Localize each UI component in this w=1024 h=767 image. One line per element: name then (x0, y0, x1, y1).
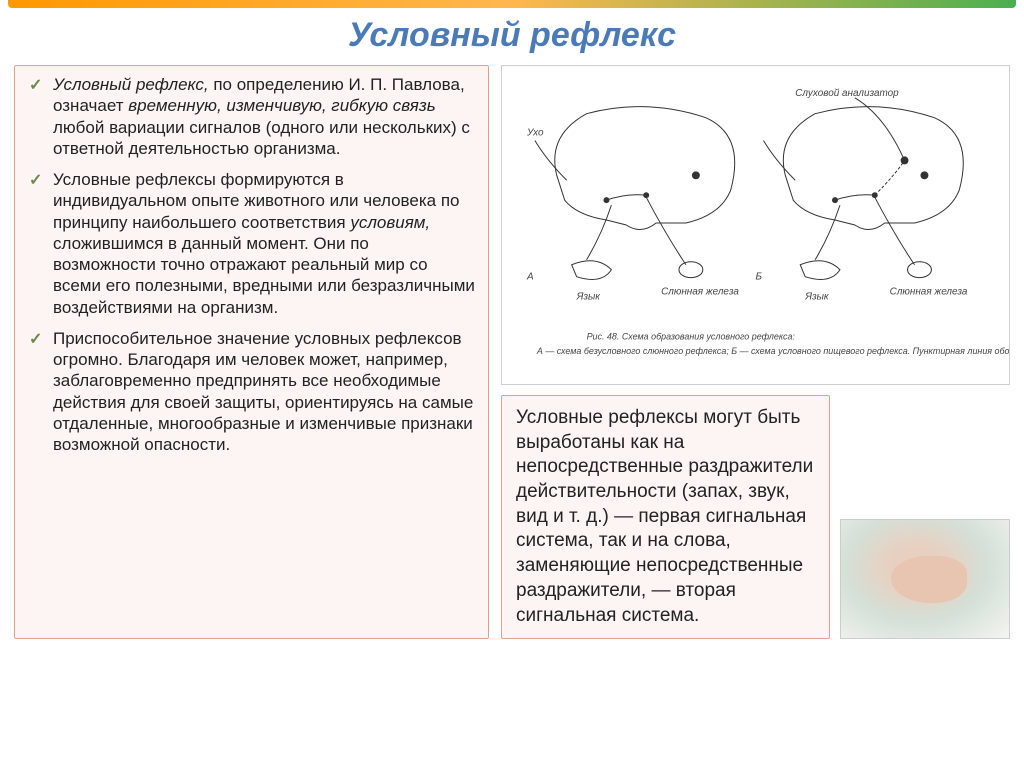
list-item: Приспособительное значение условных рефл… (27, 328, 476, 456)
text-fragment: временную, изменчивую, гибкую связь (128, 96, 435, 115)
left-bullet-list: Условный рефлекс, по определению И. П. П… (27, 74, 476, 455)
right-column: Ухо А Язык Слюнная железа (501, 65, 1010, 639)
text-fragment: любой вариации сигналов (одного или неск… (53, 118, 470, 158)
text-fragment: сложившимся в данный момент. Они по возм… (53, 234, 475, 317)
text-fragment: Приспособительное значение условных рефл… (53, 329, 473, 454)
text-fragment: Условный рефлекс, (53, 75, 209, 94)
diagram-label: А (526, 272, 534, 283)
right-text-box: Условные рефлексы могут быть выработаны … (501, 395, 830, 639)
bottom-right-row: Условные рефлексы могут быть выработаны … (501, 395, 1010, 639)
left-column: Условный рефлекс, по определению И. П. П… (14, 65, 489, 639)
diagram-label: Язык (576, 292, 601, 303)
text-fragment: условиям, (350, 213, 430, 232)
top-accent-bar (8, 0, 1016, 8)
diagram-label: Б (756, 272, 763, 283)
page-title: Условный рефлекс (0, 16, 1024, 55)
diagram-caption: А — схема безусловного слюнного рефлекса… (536, 346, 1009, 356)
diagram-label: Слюнная железа (890, 287, 968, 298)
diagram-caption: Рис. 48. Схема образования условного реф… (587, 331, 796, 341)
diagram-label: Слюнная железа (661, 287, 739, 298)
diagram-label: Ухо (526, 128, 544, 139)
baby-photo (840, 519, 1010, 639)
list-item: Условный рефлекс, по определению И. П. П… (27, 74, 476, 159)
content-row: Условный рефлекс, по определению И. П. П… (0, 65, 1024, 639)
list-item: Условные рефлексы формируются в индивиду… (27, 169, 476, 318)
diagram-label: Слуховой анализатор (795, 88, 899, 99)
diagram-label: Язык (804, 292, 829, 303)
reflex-diagram: Ухо А Язык Слюнная железа (501, 65, 1010, 385)
